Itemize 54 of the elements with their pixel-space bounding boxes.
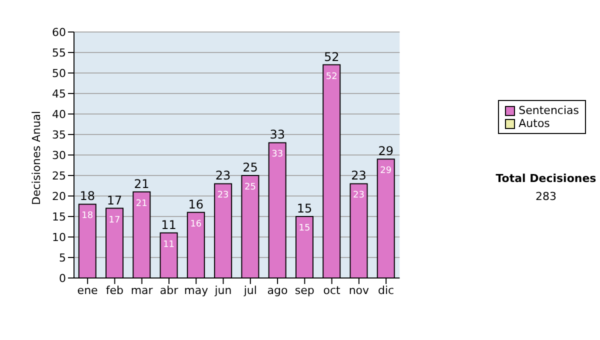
data-label: 23 [353,190,364,201]
x-tick-label: ene [77,284,98,297]
data-label: 18 [82,211,94,222]
total-label: 11 [161,218,176,232]
y-tick-label: 25 [52,169,66,182]
total-label: 52 [324,50,340,64]
y-tick-label: 40 [52,108,66,121]
data-label: 29 [380,166,392,176]
x-tick-label: sep [294,284,314,297]
text: Total Decisiones [494,172,598,185]
y-tick-label: 20 [52,190,66,203]
x-tick-label: oct [323,284,342,297]
total-label: 18 [80,189,96,204]
x-tick-label: jul [242,284,257,297]
y-tick-label: 15 [52,210,66,224]
y-tick-label: 10 [52,230,66,244]
total-label: 21 [134,176,150,191]
legend-label: Sentencias [518,104,579,117]
y-tick-label: 30 [52,148,66,162]
data-label: 21 [136,198,148,209]
total-label: 16 [188,197,204,212]
total-label: 23 [351,168,366,183]
y-tick-label: 5 [59,251,66,264]
data-label: 25 [244,182,256,192]
x-tick-label: jun [214,284,232,297]
total-label: 17 [106,193,122,208]
x-tick-label: mar [130,284,154,297]
y-axis-title: Decisiones Anual [30,110,43,205]
x-tick-label: may [184,284,209,297]
x-tick-label: ago [267,284,288,297]
data-label: 16 [190,219,202,230]
data-label: 52 [326,72,338,82]
x-tick-label: feb [106,284,124,297]
data-label: 33 [272,150,284,160]
total-label: 15 [296,202,312,216]
y-tick-label: 45 [52,87,66,100]
x-tick-label: nov [348,284,370,297]
y-tick-label: 35 [52,128,66,142]
total-label: 25 [242,160,258,174]
data-label: 11 [163,240,175,250]
data-label: 23 [217,190,229,201]
y-tick-label: 50 [52,66,66,80]
data-label: 17 [108,215,120,226]
total-label: 23 [215,168,231,183]
y-tick-label: 55 [52,46,66,60]
total-label: 29 [378,144,394,158]
text: 283 [534,190,558,203]
y-tick-label: 60 [52,26,66,39]
total-label: 33 [270,128,285,142]
x-tick-label: dic [378,284,394,297]
y-tick-label: 0 [59,272,66,285]
legend-label: Autos [518,117,550,130]
data-label: 15 [298,224,310,234]
x-tick-label: abr [160,284,179,297]
